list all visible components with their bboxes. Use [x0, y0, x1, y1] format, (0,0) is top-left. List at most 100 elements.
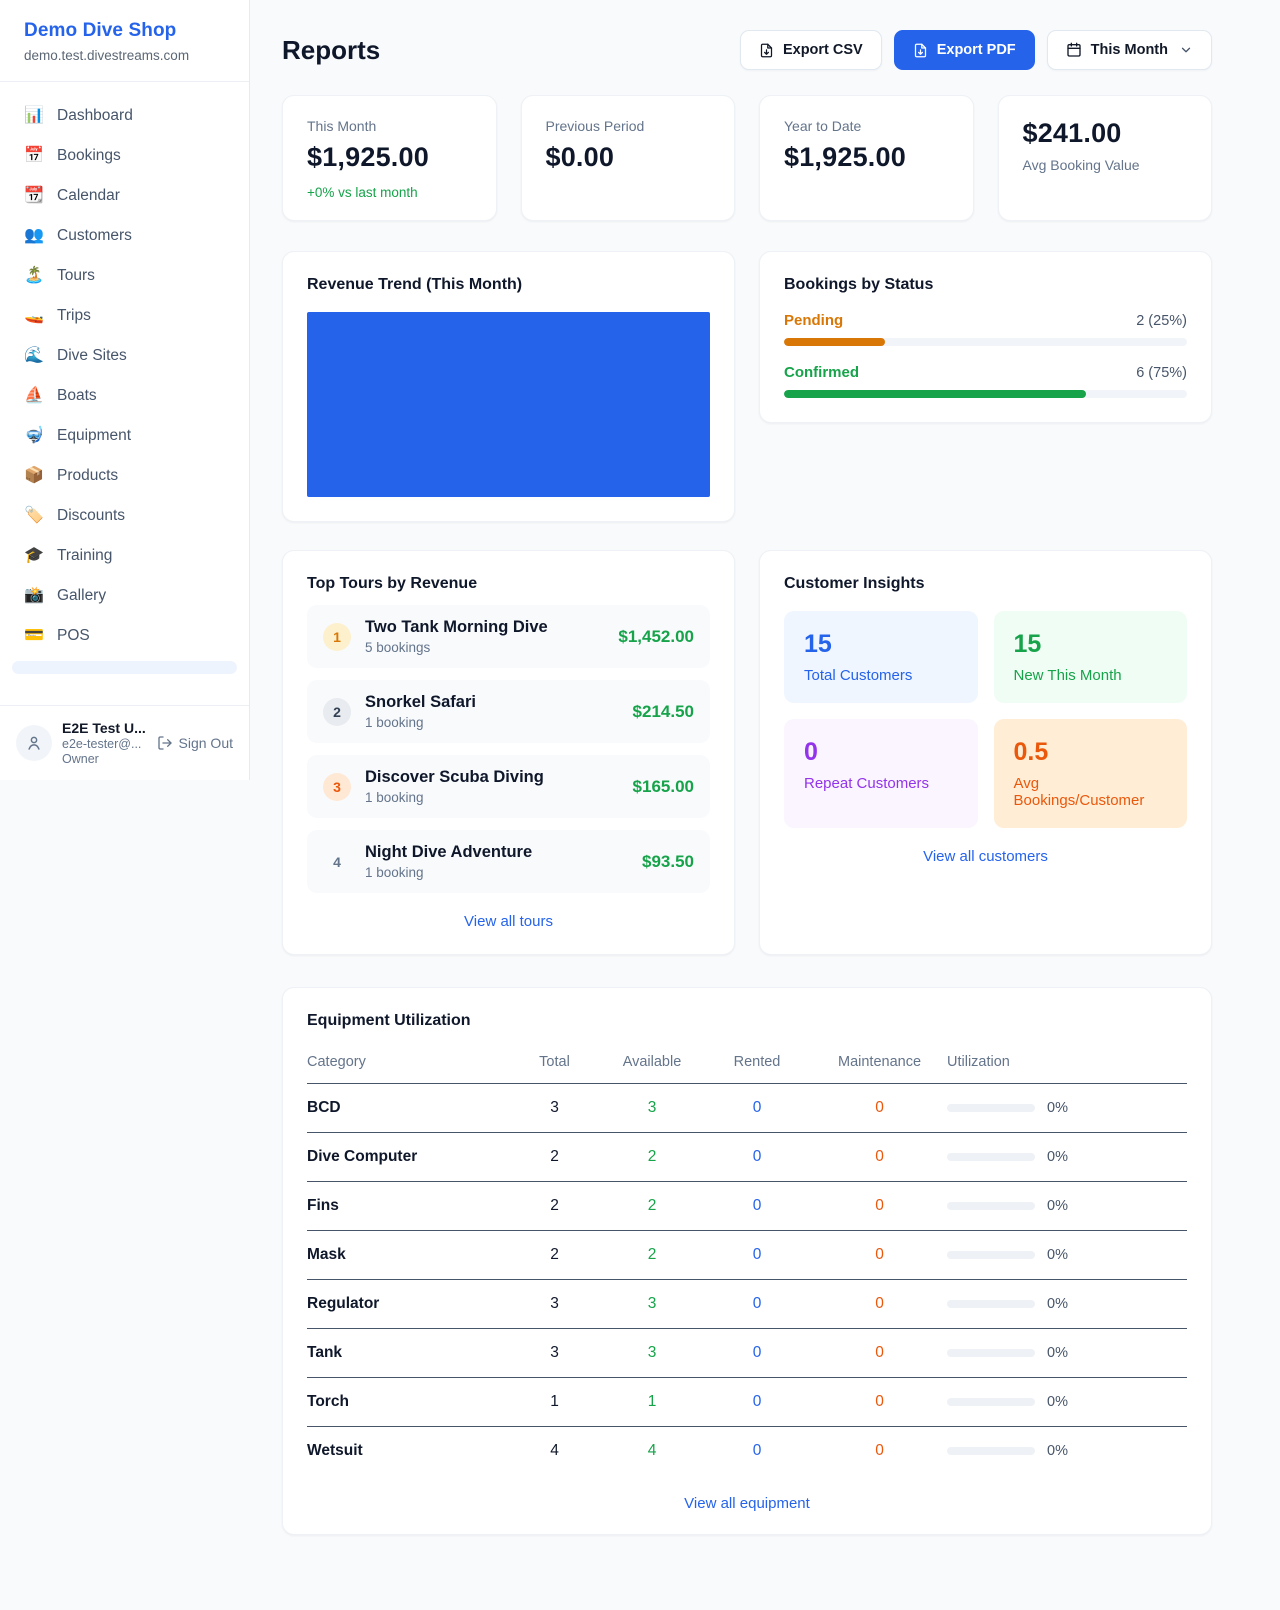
- sidebar-item-customers[interactable]: 👥 Customers: [12, 216, 237, 256]
- tour-name: Snorkel Safari: [365, 693, 476, 711]
- cell-category: Dive Computer: [307, 1132, 507, 1182]
- tour-row: 4 Night Dive Adventure 1 booking $93.50: [307, 830, 710, 893]
- speedboat-icon: 🚤: [24, 307, 44, 324]
- sidebar-item-label: Dashboard: [57, 107, 133, 124]
- revenue-trend-title: Revenue Trend (This Month): [307, 276, 523, 293]
- sidebar-item-label: Tours: [57, 267, 95, 284]
- view-all-tours-link[interactable]: View all tours: [464, 913, 553, 930]
- revenue-trend-chart: [307, 312, 710, 497]
- calendar-icon: [1066, 42, 1082, 58]
- insight-tile-avg-bookings: 0.5 Avg Bookings/Customer: [993, 719, 1187, 828]
- sidebar-item-calendar[interactable]: 📆 Calendar: [12, 176, 237, 216]
- utilization-bar: 0%: [947, 1100, 1187, 1116]
- cell-category: Torch: [307, 1377, 507, 1427]
- sidebar-item-boats[interactable]: ⛵ Boats: [12, 376, 237, 416]
- wave-icon: 🌊: [24, 347, 44, 364]
- column-header-available: Available: [602, 1046, 702, 1084]
- customer-insights-card: Customer Insights 15 Total Customers 15 …: [759, 550, 1212, 955]
- avatar: [16, 725, 52, 761]
- sidebar-item-gallery[interactable]: 📸 Gallery: [12, 576, 237, 616]
- stat-label: Previous Period: [545, 118, 645, 134]
- rank-badge: 3: [323, 772, 351, 801]
- graduation-cap-icon: 🎓: [24, 547, 44, 564]
- period-label: This Month: [1090, 42, 1168, 58]
- table-row: BCD 3 3 0 0 0%: [307, 1084, 1187, 1133]
- utilization-bar: 0%: [947, 1443, 1187, 1459]
- customers-icon: 👥: [24, 227, 44, 244]
- export-pdf-label: Export PDF: [936, 42, 1016, 58]
- sign-out-button[interactable]: Sign Out: [157, 735, 233, 751]
- sidebar-item-trips[interactable]: 🚤 Trips: [12, 296, 237, 336]
- cell-total: 2: [507, 1230, 602, 1280]
- insight-tile-total-customers: 15 Total Customers: [784, 611, 978, 703]
- sign-out-label: Sign Out: [178, 735, 233, 751]
- tour-name: Night Dive Adventure: [365, 843, 533, 861]
- rank-badge: 1: [323, 622, 351, 651]
- cell-maintenance: 0: [812, 1181, 947, 1231]
- cell-rented: 0: [702, 1328, 812, 1378]
- sidebar-item-equipment[interactable]: 🤿 Equipment: [12, 416, 237, 456]
- tour-revenue: $93.50: [642, 851, 694, 871]
- equipment-utilization-title: Equipment Utilization: [307, 1012, 471, 1029]
- sidebar-item-tours[interactable]: 🏝️ Tours: [12, 256, 237, 296]
- sidebar-item-label: Bookings: [57, 147, 121, 164]
- sidebar-item-label: Customers: [57, 227, 132, 244]
- tile-value: 15: [804, 630, 832, 658]
- sidebar-item-bookings[interactable]: 📅 Bookings: [12, 136, 237, 176]
- stat-label: Avg Booking Value: [1022, 157, 1140, 173]
- user-name: E2E Test U...: [62, 720, 146, 736]
- view-all-equipment-link[interactable]: View all equipment: [684, 1495, 810, 1512]
- bookings-by-status-card: Bookings by Status Pending 2 (25%) Confi…: [759, 251, 1212, 423]
- camera-icon: 📸: [24, 587, 44, 604]
- status-label: Confirmed: [784, 364, 859, 381]
- logout-icon: [157, 735, 173, 751]
- cell-category: Fins: [307, 1181, 507, 1231]
- file-download-icon: [759, 43, 774, 58]
- period-dropdown[interactable]: This Month: [1046, 30, 1212, 70]
- stat-label: Year to Date: [784, 118, 862, 134]
- cell-total: 2: [507, 1181, 602, 1231]
- status-value: 6 (75%): [1136, 364, 1187, 381]
- cell-total: 3: [507, 1279, 602, 1329]
- sidebar-item-label: Gallery: [57, 587, 107, 604]
- customer-insights-title: Customer Insights: [784, 575, 925, 592]
- export-csv-button[interactable]: Export CSV: [739, 30, 882, 70]
- column-header-utilization: Utilization: [947, 1046, 1187, 1084]
- sidebar-item-discounts[interactable]: 🏷️ Discounts: [12, 496, 237, 536]
- view-all-customers-link[interactable]: View all customers: [923, 848, 1048, 865]
- insight-tile-repeat-customers: 0 Repeat Customers: [784, 719, 978, 828]
- tile-label: Total Customers: [804, 667, 913, 684]
- sidebar-item-training[interactable]: 🎓 Training: [12, 536, 237, 576]
- user-info: E2E Test U... e2e-tester@... Owner: [62, 720, 147, 766]
- rank-badge: 2: [323, 697, 351, 726]
- island-icon: 🏝️: [24, 267, 44, 284]
- equipment-table: Category Total Available Rented Maintena…: [307, 1046, 1187, 1475]
- cell-total: 4: [507, 1426, 602, 1475]
- table-row: Wetsuit 4 4 0 0 0%: [307, 1426, 1187, 1475]
- cell-maintenance: 0: [875, 1099, 884, 1116]
- table-row: Torch 1 1 0 0 0%: [307, 1377, 1187, 1427]
- stat-label: This Month: [307, 118, 377, 134]
- tour-bookings: 1 booking: [365, 790, 424, 805]
- tour-name: Two Tank Morning Dive: [365, 618, 548, 636]
- tile-label: Avg Bookings/Customer: [1013, 775, 1145, 809]
- stat-value: $241.00: [1022, 118, 1122, 148]
- rank-badge: 4: [333, 853, 341, 870]
- stat-value: $1,925.00: [784, 142, 906, 172]
- tour-revenue: $165.00: [632, 776, 694, 796]
- insight-tile-new-this-month: 15 New This Month: [993, 611, 1187, 703]
- utilization-label: 0%: [1047, 1296, 1068, 1312]
- sidebar-item-products[interactable]: 📦 Products: [12, 456, 237, 496]
- status-bar-fill: [784, 390, 1087, 398]
- sidebar-item-reports-active-clipped[interactable]: [12, 661, 237, 674]
- table-row: Fins 2 2 0 0 0%: [307, 1181, 1187, 1231]
- stat-change: +0% vs last month: [307, 185, 418, 200]
- table-header-row: Category Total Available Rented Maintena…: [307, 1046, 1187, 1084]
- user-email: e2e-tester@...: [62, 737, 142, 751]
- table-row: Dive Computer 2 2 0 0 0%: [307, 1132, 1187, 1182]
- export-pdf-button[interactable]: Export PDF: [893, 30, 1035, 70]
- sidebar-item-pos[interactable]: 💳 POS: [12, 616, 237, 656]
- sidebar-item-dashboard[interactable]: 📊 Dashboard: [12, 96, 237, 136]
- cell-available: 4: [602, 1426, 702, 1475]
- sidebar-item-dive-sites[interactable]: 🌊 Dive Sites: [12, 336, 237, 376]
